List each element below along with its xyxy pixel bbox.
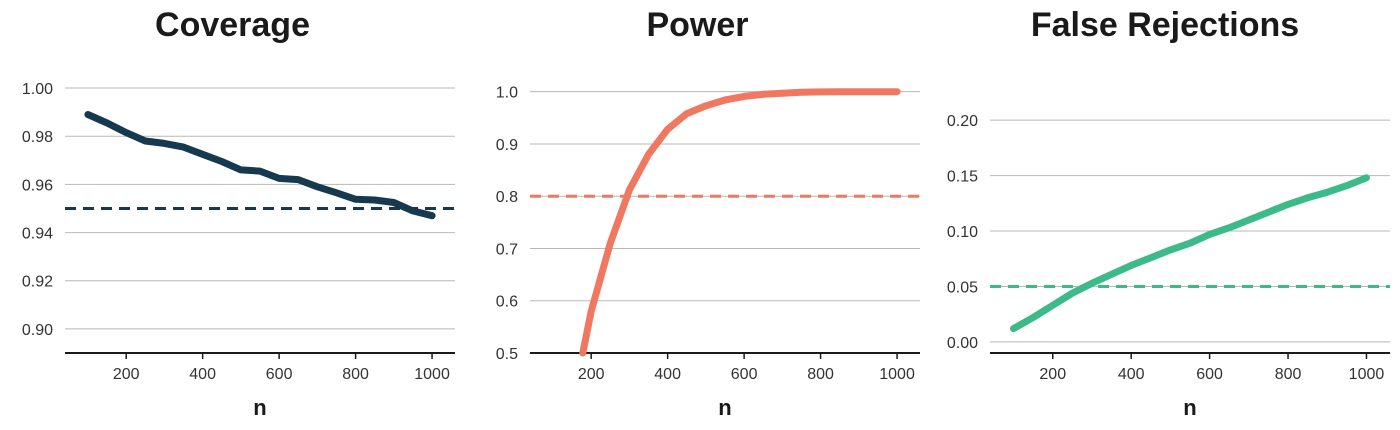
coverage-xtick-label: 400 <box>189 366 216 383</box>
false-rejections-xtick-label: 200 <box>1039 366 1066 383</box>
power-chart: 0.5 0.6 0.7 0.8 0.9 1.0 200 400 600 800 1000 n <box>496 85 920 420</box>
power-ytick-label: 0.9 <box>496 137 518 154</box>
power-xtick-label: 400 <box>654 366 681 383</box>
false-rejections-xtick-label: 1000 <box>1349 366 1385 383</box>
coverage-chart: 0.90 0.92 0.94 0.96 0.98 1.00 200 400 600 800 1000… <box>22 81 455 420</box>
false-rejections-title: False Rejections <box>1030 6 1300 44</box>
power-ytick-label: 0.8 <box>496 189 518 206</box>
coverage-xtick-label: 600 <box>266 366 293 383</box>
coverage-series-line <box>84 111 436 220</box>
power-series-line <box>579 88 901 357</box>
false-rejections-ytick-label: 0.15 <box>947 169 978 186</box>
coverage-panel: Coverage 0.90 0.92 0.94 0.96 0.98 1.00 200 400 6… <box>0 0 465 430</box>
false-rejections-xtick-label: 800 <box>1275 366 1302 383</box>
power-x-axis-title: n <box>718 395 731 420</box>
false-rejections-x-axis-title: n <box>1183 395 1196 420</box>
false-rejections-ytick-label: 0.05 <box>947 279 978 296</box>
power-xtick-label: 1000 <box>879 366 915 383</box>
false-rejections-ytick-label: 0.20 <box>947 113 978 130</box>
false-rejections-chart: 0.00 0.05 0.10 0.15 0.20 200 400 600 800 1000 n <box>947 113 1390 420</box>
power-panel: Power 0.5 0.6 0.7 0.8 0.9 1.0 200 400 600 800 1000… <box>465 0 930 430</box>
false-rejections-ytick-label: 0.00 <box>947 335 978 352</box>
coverage-ytick-label: 0.96 <box>22 177 53 194</box>
power-ytick-label: 0.5 <box>496 346 518 363</box>
false-rejections-series-line <box>1010 174 1370 333</box>
false-rejections-xtick-label: 600 <box>1196 366 1223 383</box>
power-xtick-label: 800 <box>807 366 834 383</box>
false-rejections-xtick-label: 400 <box>1118 366 1145 383</box>
coverage-ytick-label: 0.94 <box>22 226 53 243</box>
coverage-ytick-label: 0.90 <box>22 322 53 339</box>
coverage-ytick-label: 1.00 <box>22 81 53 98</box>
false-rejections-panel: False Rejections 0.00 0.05 0.10 0.15 0.20 200… <box>930 0 1400 430</box>
coverage-xtick-label: 800 <box>342 366 369 383</box>
coverage-title: Coverage <box>155 6 310 44</box>
power-ytick-label: 0.7 <box>496 241 518 258</box>
coverage-ytick-label: 0.98 <box>22 129 53 146</box>
power-ytick-label: 1.0 <box>496 85 518 102</box>
coverage-ytick-label: 0.92 <box>22 274 53 291</box>
power-ytick-label: 0.6 <box>496 294 518 311</box>
power-title: Power <box>646 6 749 44</box>
false-rejections-ytick-label: 0.10 <box>947 224 978 241</box>
coverage-xtick-label: 1000 <box>414 366 450 383</box>
power-xtick-label: 200 <box>578 366 605 383</box>
power-xtick-label: 600 <box>731 366 758 383</box>
coverage-xtick-label: 200 <box>113 366 140 383</box>
coverage-x-axis-title: n <box>253 395 266 420</box>
